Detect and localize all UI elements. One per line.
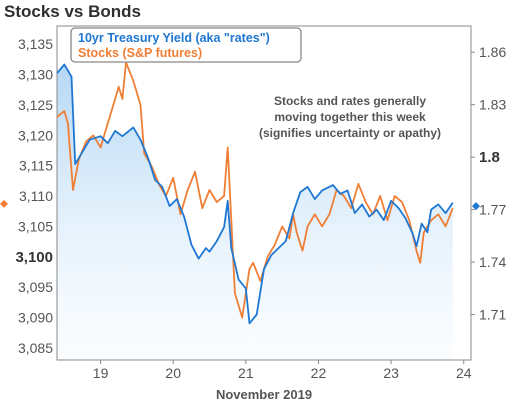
left-tick-label: 3,115 [19, 158, 53, 174]
annotation-line-3: (signifies uncertainty or apathy) [259, 126, 441, 140]
left-tick-label: 3,135 [18, 36, 53, 52]
x-tick-label: 19 [93, 365, 109, 381]
x-axis-label: November 2019 [216, 387, 312, 402]
left-tick-label: 3,120 [18, 127, 53, 143]
chart-title: Stocks vs Bonds [4, 2, 141, 21]
right-tick-label: 1.86 [479, 44, 506, 60]
annotation: Stocks and rates generally moving togeth… [259, 94, 441, 140]
left-tick-label: 3,095 [18, 279, 53, 295]
annotation-line-1: Stocks and rates generally [274, 94, 426, 108]
x-tick-label: 23 [383, 365, 399, 381]
stocks-line [56, 61, 454, 319]
x-axis-ticks: 19 20 21 22 23 24 [93, 360, 472, 381]
left-tick-label: 3,085 [18, 340, 53, 356]
right-axis-marker [472, 202, 480, 211]
legend: 10yr Treasury Yield (aka "rates") Stocks… [70, 27, 302, 63]
right-tick-label: 1.77 [479, 202, 506, 218]
annotation-line-2: moving together this week [274, 110, 426, 124]
yield-area-layer [57, 64, 453, 360]
right-tick-label: 1.83 [479, 97, 506, 113]
left-tick-label: 3,100 [15, 249, 53, 266]
x-tick-label: 21 [238, 365, 254, 381]
x-tick-label: 24 [456, 365, 472, 381]
left-axis-ticks: 3,135 3,130 3,125 3,120 3,115 3,110 3,105 3,100… [15, 36, 53, 356]
right-tick-label: 1.8 [479, 149, 500, 166]
yield-area [57, 64, 453, 360]
legend-box [70, 27, 302, 63]
x-tick-label: 22 [311, 365, 327, 381]
legend-entry-stocks: Stocks (S&P futures) [78, 46, 202, 60]
yield-line [56, 63, 454, 325]
left-tick-label: 3,090 [18, 309, 53, 325]
right-axis-ticks: 1.86 1.83 1.8 1.77 1.74 1.71 [471, 44, 506, 323]
right-tick-label: 1.71 [479, 307, 506, 323]
current-value-markers [0, 199, 480, 211]
left-axis-marker [0, 199, 8, 208]
x-tick-label: 20 [165, 365, 181, 381]
plot-frame [56, 25, 472, 361]
series-lines-layer [56, 61, 454, 325]
left-tick-label: 3,105 [18, 218, 53, 234]
legend-entry-yield: 10yr Treasury Yield (aka "rates") [78, 31, 270, 45]
left-tick-label: 3,110 [19, 188, 53, 204]
left-tick-label: 3,125 [18, 97, 53, 113]
right-tick-label: 1.74 [479, 254, 506, 270]
left-tick-label: 3,130 [18, 67, 53, 83]
